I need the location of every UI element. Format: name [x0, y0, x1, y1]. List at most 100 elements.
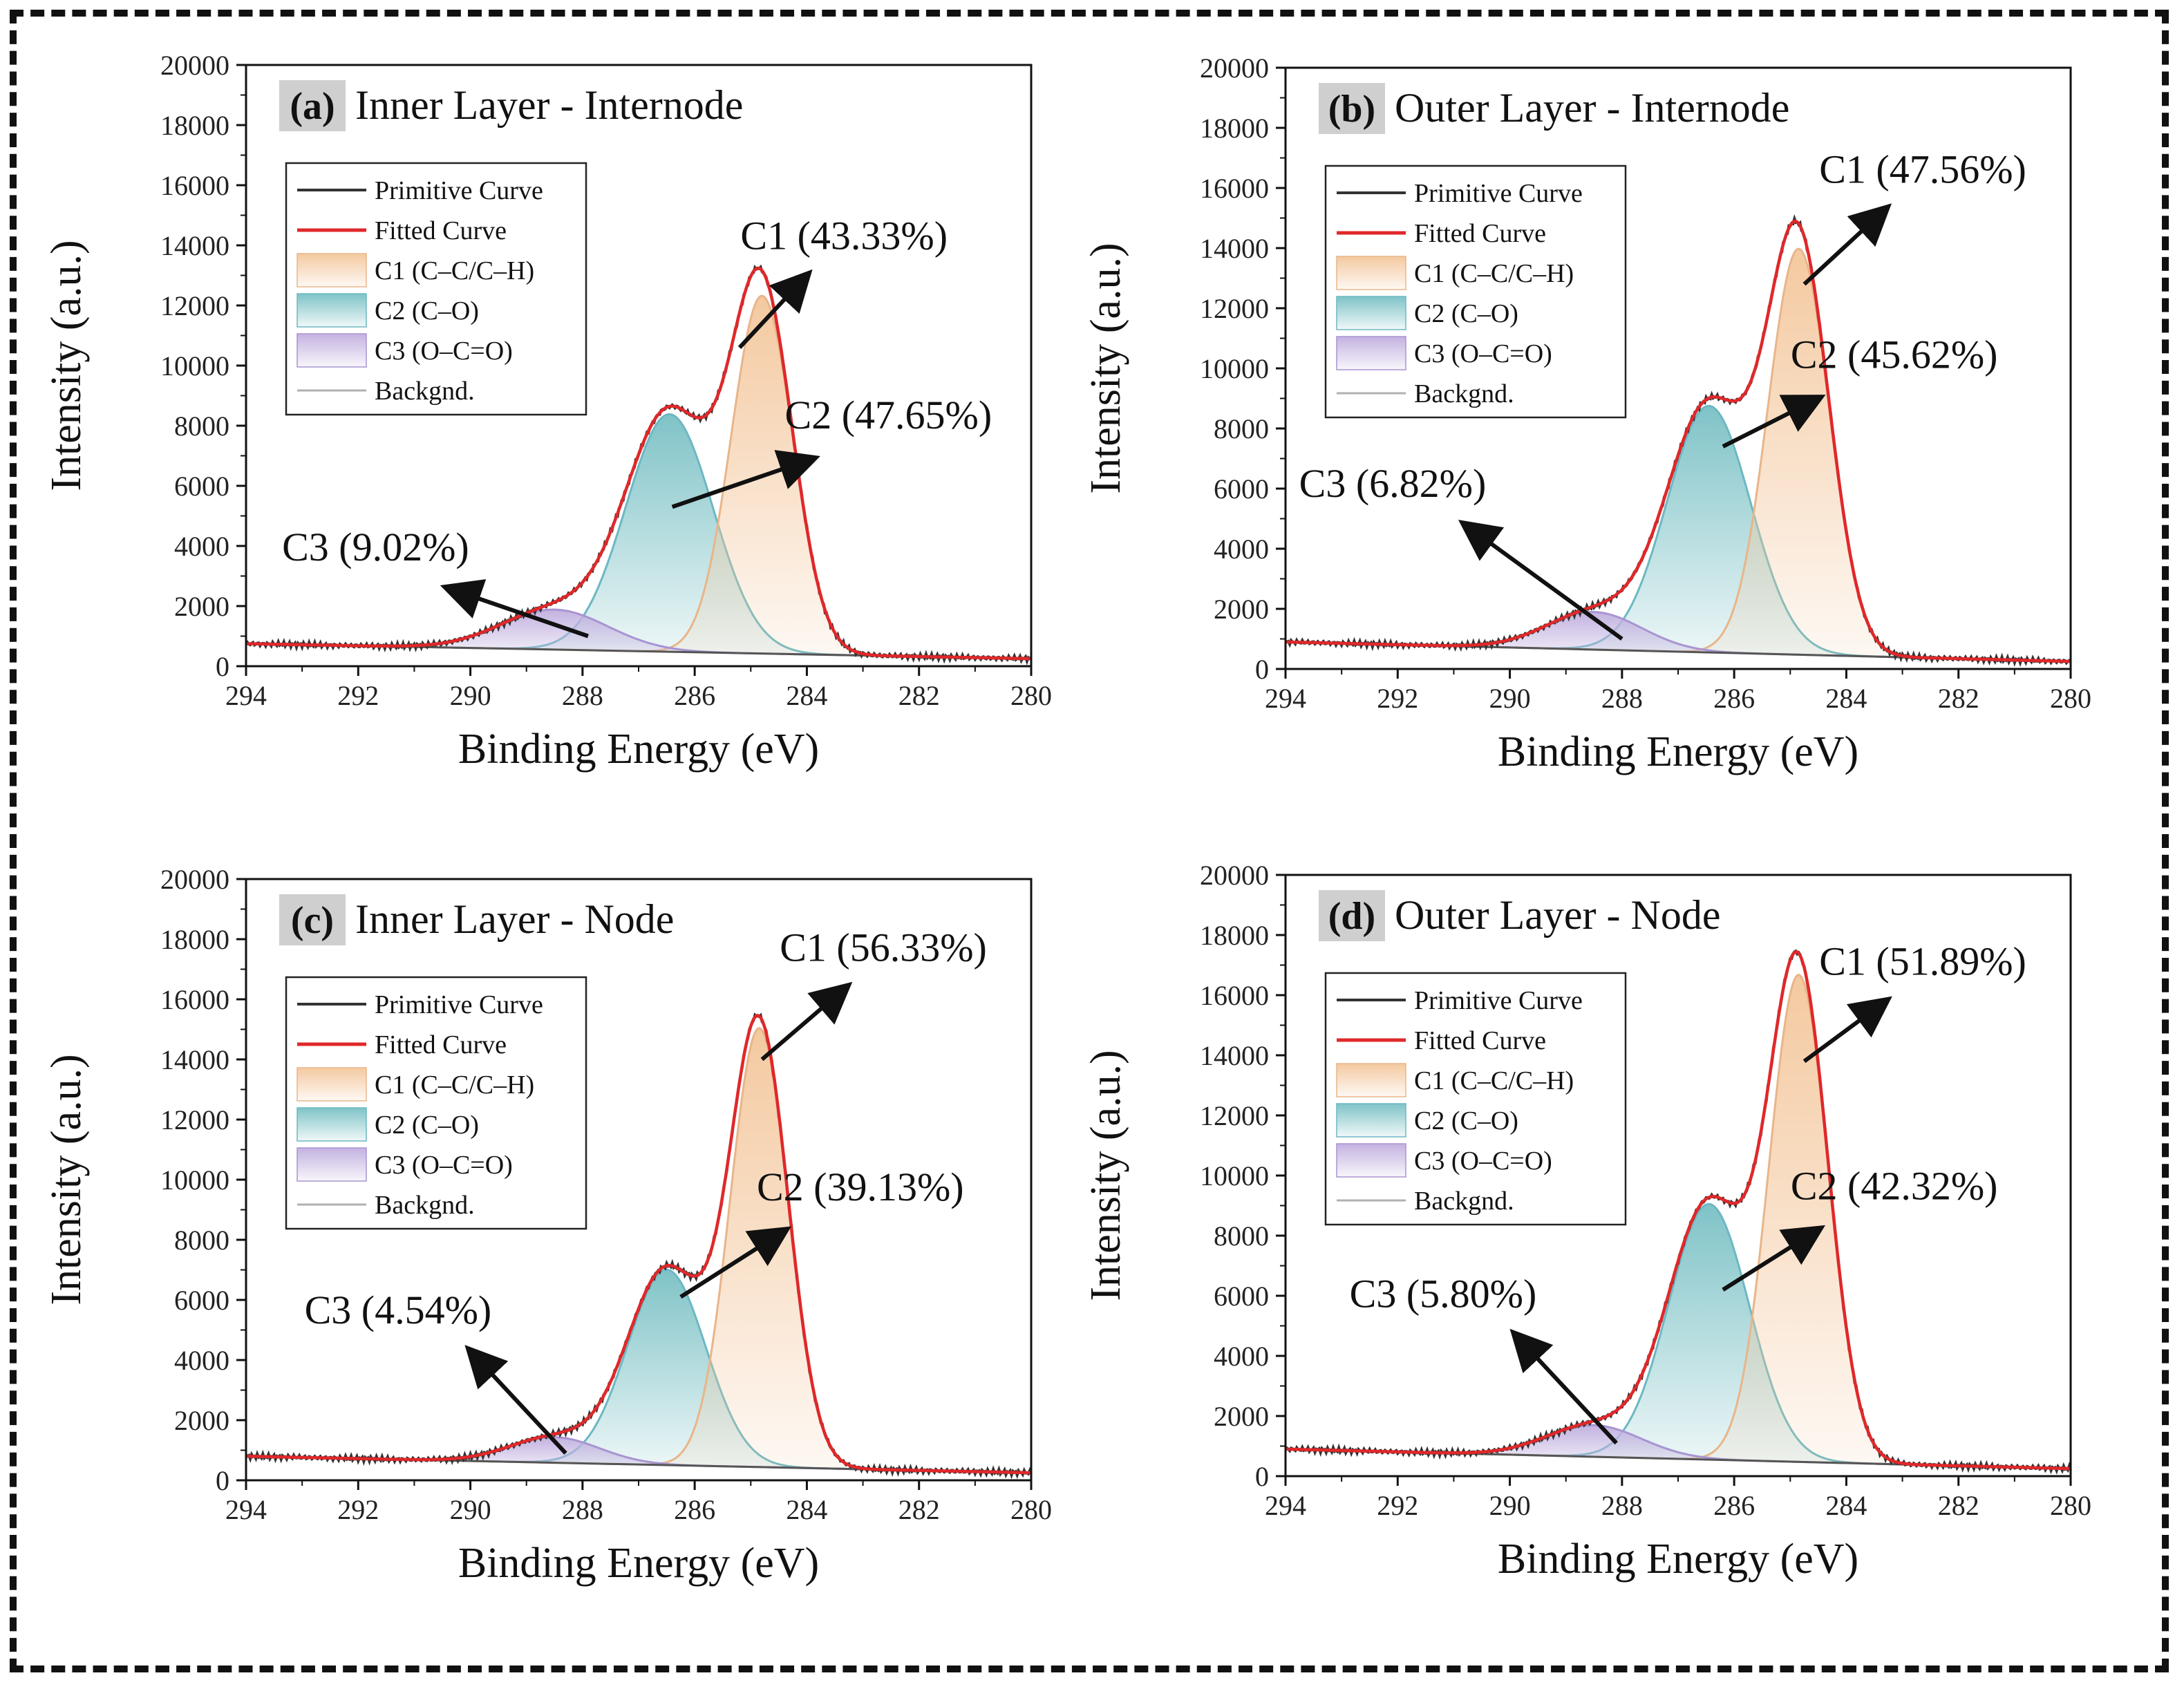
legend-swatch-fill — [1336, 1103, 1406, 1138]
x-tick-label: 288 — [562, 680, 603, 711]
y-tick-label: 6000 — [1214, 1281, 1269, 1312]
y-tick-label: 8000 — [174, 1225, 229, 1256]
x-tick-label: 290 — [450, 680, 491, 711]
x-tick-label: 292 — [337, 680, 379, 711]
legend-item-label: C3 (O–C=O) — [375, 337, 513, 366]
y-tick-label: 8000 — [1214, 1220, 1269, 1252]
y-tick-label: 6000 — [1214, 473, 1269, 504]
legend-item-label: C1 (C–C/C–H) — [375, 256, 534, 285]
x-tick-label: 290 — [450, 1494, 491, 1525]
y-tick-label: 14000 — [160, 230, 229, 261]
legend-item-label: C2 (C–O) — [1414, 1106, 1518, 1135]
legend-swatch-fill — [296, 293, 367, 328]
figure-border — [10, 10, 2169, 1672]
y-tick-label: 14000 — [1200, 1040, 1269, 1071]
y-tick-label: 18000 — [1200, 920, 1269, 951]
y-tick-label: 16000 — [160, 170, 229, 201]
x-tick-label: 282 — [898, 1494, 940, 1525]
legend-item-label: Backgnd. — [1414, 1187, 1514, 1216]
y-tick-label: 18000 — [160, 110, 229, 141]
annotation-arrow — [737, 269, 813, 349]
x-tick-label: 284 — [1825, 683, 1867, 714]
annotation-label: C3 (5.80%) — [1350, 1272, 1537, 1317]
legend-swatch-fill — [1336, 296, 1406, 330]
annotation-arrow — [1802, 996, 1892, 1064]
annotation-arrow — [760, 981, 853, 1061]
y-tick-label: 20000 — [160, 50, 229, 81]
x-tick-label: 284 — [1825, 1490, 1867, 1521]
fitted-curve — [246, 1013, 1031, 1475]
x-tick-label: 282 — [1938, 1490, 1979, 1521]
y-tick-label: 4000 — [174, 531, 229, 562]
panel-tag: (b) — [1328, 88, 1375, 131]
legend-swatch-fill — [1336, 336, 1406, 370]
x-tick-label: 294 — [1265, 1490, 1306, 1521]
x-tick-label: 290 — [1489, 683, 1531, 714]
y-tick-label: 0 — [1255, 654, 1269, 685]
y-tick-label: 8000 — [174, 411, 229, 442]
annotation-label: C3 (9.02%) — [282, 525, 469, 569]
legend-item-label: C2 (C–O) — [1414, 299, 1518, 328]
y-tick-label: 16000 — [160, 984, 229, 1015]
panel-tag-box — [1319, 83, 1385, 134]
y-tick-label: 16000 — [1200, 980, 1269, 1011]
y-tick-label: 10000 — [160, 1164, 229, 1196]
y-tick-label: 18000 — [1200, 113, 1269, 144]
x-axis-label: Binding Energy (eV) — [1498, 728, 1858, 775]
y-tick-label: 0 — [216, 1465, 229, 1496]
x-tick-label: 284 — [786, 1494, 827, 1525]
x-tick-label: 290 — [1489, 1490, 1531, 1521]
panel-tag: (c) — [291, 899, 334, 942]
legend-swatch-fill — [1336, 1143, 1406, 1178]
legend-item-label: C3 (O–C=O) — [1414, 339, 1552, 368]
legend-item-label: C2 (C–O) — [375, 296, 479, 325]
x-tick-label: 288 — [1601, 683, 1643, 714]
y-tick-label: 4000 — [1214, 1341, 1269, 1372]
x-tick-label: 292 — [337, 1494, 379, 1525]
y-tick-label: 8000 — [1214, 413, 1269, 444]
y-axis-label: Intensity (a.u.) — [1082, 243, 1129, 493]
fitted-curve — [1285, 219, 2071, 663]
chart-panel-c: 294 292 290 288 286 284 282 280 0 2000 4000 6000 800… — [43, 864, 1052, 1587]
x-tick-label: 280 — [1010, 680, 1052, 711]
legend-item-label: C1 (C–C/C–H) — [375, 1070, 534, 1100]
x-axis-label: Binding Energy (eV) — [1498, 1536, 1858, 1583]
annotation-arrow — [440, 579, 589, 639]
annotation-label: C3 (6.82%) — [1299, 461, 1487, 506]
x-tick-label: 284 — [786, 680, 827, 711]
x-tick-label: 292 — [1377, 1490, 1418, 1521]
annotation-label: C3 (4.54%) — [305, 1287, 492, 1332]
legend-swatch-fill — [296, 1147, 367, 1182]
annotation-label: C1 (47.56%) — [1819, 147, 2026, 191]
annotation-label: C2 (45.62%) — [1791, 332, 1998, 377]
legend-item-label: Primitive Curve — [1414, 986, 1583, 1015]
peak-area-c2 — [1286, 406, 2071, 662]
x-tick-label: 280 — [2050, 683, 2091, 714]
annotation-label: C2 (39.13%) — [757, 1164, 964, 1209]
x-tick-label: 282 — [1938, 683, 1979, 714]
legend-item-label: Fitted Curve — [1414, 1026, 1546, 1055]
y-tick-label: 10000 — [160, 350, 229, 381]
annotation-label: C1 (56.33%) — [780, 925, 987, 970]
y-tick-label: 10000 — [1200, 1160, 1269, 1191]
legend-swatch-fill — [1336, 256, 1406, 290]
legend-item-label: Fitted Curve — [375, 216, 507, 245]
legend-swatch-fill — [1336, 1063, 1406, 1097]
annotation-arrow — [1509, 1328, 1618, 1445]
annotation-label: C2 (42.32%) — [1791, 1163, 1998, 1208]
peak-area-c2 — [1286, 1204, 2071, 1469]
x-tick-label: 282 — [898, 680, 940, 711]
chart-panel-b: 294 292 290 288 286 284 282 280 0 2000 4000 6000 800… — [1082, 53, 2091, 775]
annotation-arrow — [671, 450, 820, 509]
legend-item-label: C2 (C–O) — [375, 1111, 479, 1140]
annotation-label: C1 (43.33%) — [740, 214, 948, 258]
y-tick-label: 4000 — [174, 1345, 229, 1376]
legend-swatch-fill — [296, 253, 367, 287]
y-tick-label: 18000 — [160, 924, 229, 955]
y-tick-label: 10000 — [1200, 353, 1269, 384]
legend-box — [285, 162, 587, 416]
x-tick-label: 286 — [1713, 683, 1755, 714]
legend-swatch-fill — [296, 1107, 367, 1142]
legend-item-label: C3 (O–C=O) — [375, 1151, 513, 1180]
